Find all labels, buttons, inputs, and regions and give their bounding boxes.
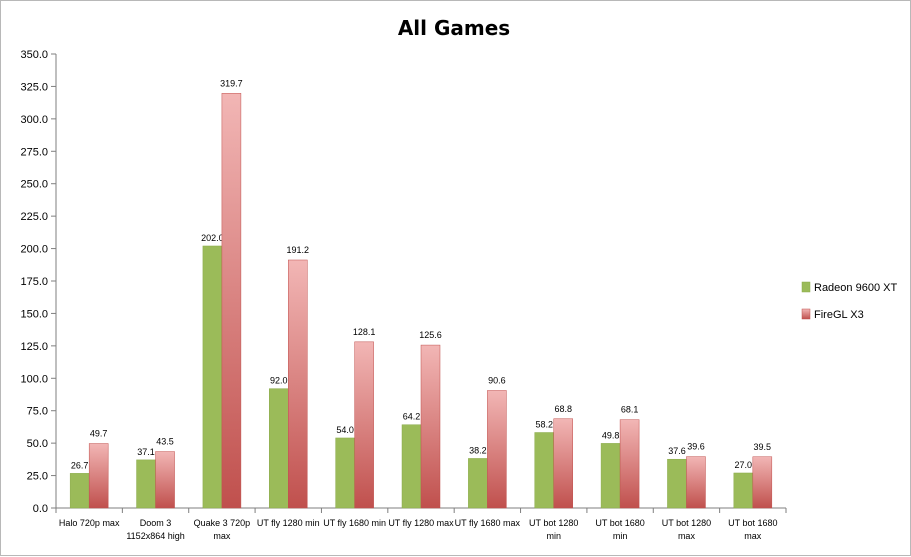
x-tick-label: UT fly 1280 max bbox=[388, 518, 454, 528]
data-label-radeon: 37.1 bbox=[137, 447, 155, 457]
y-tick-label: 200.0 bbox=[20, 244, 48, 256]
y-tick-label: 250.0 bbox=[20, 179, 48, 191]
bar-firegl bbox=[686, 456, 706, 509]
y-tick-label: 350.0 bbox=[20, 49, 48, 61]
data-label-radeon: 26.7 bbox=[71, 460, 89, 470]
data-label-firegl: 49.7 bbox=[90, 429, 108, 439]
data-label-radeon: 58.2 bbox=[535, 420, 553, 430]
legend-label: FireGL X3 bbox=[814, 309, 864, 321]
data-label-radeon: 37.6 bbox=[668, 446, 686, 456]
bar-radeon bbox=[600, 443, 621, 509]
data-label-firegl: 68.1 bbox=[621, 405, 639, 415]
bar-radeon bbox=[468, 458, 488, 509]
y-tick-label: 225.0 bbox=[20, 211, 48, 223]
bar-radeon bbox=[534, 432, 554, 509]
y-tick-label: 125.0 bbox=[20, 341, 48, 353]
x-tick-label: Halo 720p max bbox=[59, 518, 120, 528]
data-label-radeon: 202.0 bbox=[201, 233, 224, 243]
bar-firegl bbox=[354, 341, 374, 509]
y-tick-label: 100.0 bbox=[20, 373, 48, 385]
data-label-radeon: 49.8 bbox=[602, 430, 620, 440]
legend-swatch bbox=[801, 308, 811, 320]
x-tick-label: UT bot 1280 max bbox=[662, 518, 711, 541]
bar-radeon bbox=[667, 458, 687, 509]
legend: Radeon 9600 XT FireGL X3 bbox=[801, 281, 897, 321]
data-label-firegl: 39.5 bbox=[754, 442, 772, 452]
bar-firegl bbox=[155, 451, 175, 509]
legend-label: Radeon 9600 XT bbox=[814, 282, 897, 294]
bar-firegl bbox=[420, 344, 441, 509]
bar-radeon bbox=[401, 424, 422, 509]
chart-title: All Games bbox=[398, 16, 510, 40]
legend-swatch bbox=[801, 281, 811, 293]
data-label-firegl: 125.6 bbox=[419, 330, 442, 340]
x-tick-label: UT fly 1680 min bbox=[323, 518, 386, 528]
data-label-firegl: 43.5 bbox=[156, 437, 174, 447]
x-tick-label: UT bot 1680 min bbox=[595, 518, 644, 541]
x-tick-label: Doom 3 1152x864 high bbox=[126, 518, 184, 541]
data-label-radeon: 54.0 bbox=[336, 425, 354, 435]
y-tick-label: 25.0 bbox=[27, 471, 48, 483]
bar-radeon bbox=[136, 459, 156, 509]
y-tick-label: 300.0 bbox=[20, 114, 48, 126]
y-tick-label: 0.0 bbox=[33, 503, 48, 515]
x-tick-label: UT bot 1680 max bbox=[728, 518, 777, 541]
data-label-radeon: 38.2 bbox=[469, 445, 487, 455]
bar-firegl bbox=[88, 443, 109, 509]
x-tick-label: UT bot 1280 min bbox=[529, 518, 578, 541]
bar-firegl bbox=[221, 93, 242, 509]
bars: 26.7 49.7 37.143.5 202.0 319.7 92.0 191.2 54.0 1… bbox=[69, 78, 773, 509]
bar-firegl bbox=[487, 390, 507, 509]
data-label-firegl: 68.8 bbox=[554, 404, 572, 414]
x-tick-label: UT fly 1280 min bbox=[257, 518, 320, 528]
y-tick-label: 275.0 bbox=[20, 146, 48, 158]
data-label-firegl: 191.2 bbox=[287, 245, 310, 255]
bar-radeon bbox=[69, 473, 90, 509]
x-tick-label: Quake 3 720p max bbox=[194, 518, 251, 541]
y-tick-label: 325.0 bbox=[20, 81, 48, 93]
data-label-radeon: 92.0 bbox=[270, 376, 288, 386]
y-tick-label: 175.0 bbox=[20, 276, 48, 288]
data-label-firegl: 90.6 bbox=[488, 375, 506, 385]
bar-firegl bbox=[553, 418, 573, 509]
bar-firegl bbox=[619, 419, 640, 509]
y-tick-label: 75.0 bbox=[27, 406, 48, 418]
bar-firegl bbox=[288, 259, 308, 509]
axes: 0.0 25.0 50.0 75.0 100.0 125.0 150.0 175.0 200.0… bbox=[20, 49, 787, 541]
bar-radeon bbox=[269, 388, 289, 509]
data-label-firegl: 319.7 bbox=[220, 78, 243, 88]
y-tick-label: 150.0 bbox=[20, 308, 48, 320]
bar-radeon bbox=[335, 437, 355, 509]
data-label-radeon: 27.0 bbox=[735, 460, 753, 470]
bar-firegl bbox=[752, 456, 773, 509]
data-label-firegl: 128.1 bbox=[353, 327, 376, 337]
bar-radeon bbox=[202, 245, 223, 509]
data-label-radeon: 64.2 bbox=[403, 412, 421, 422]
data-label-firegl: 39.6 bbox=[687, 442, 705, 452]
x-tick-label: UT fly 1680 max bbox=[455, 518, 521, 528]
bar-radeon bbox=[733, 472, 754, 509]
y-tick-label: 50.0 bbox=[27, 438, 48, 450]
